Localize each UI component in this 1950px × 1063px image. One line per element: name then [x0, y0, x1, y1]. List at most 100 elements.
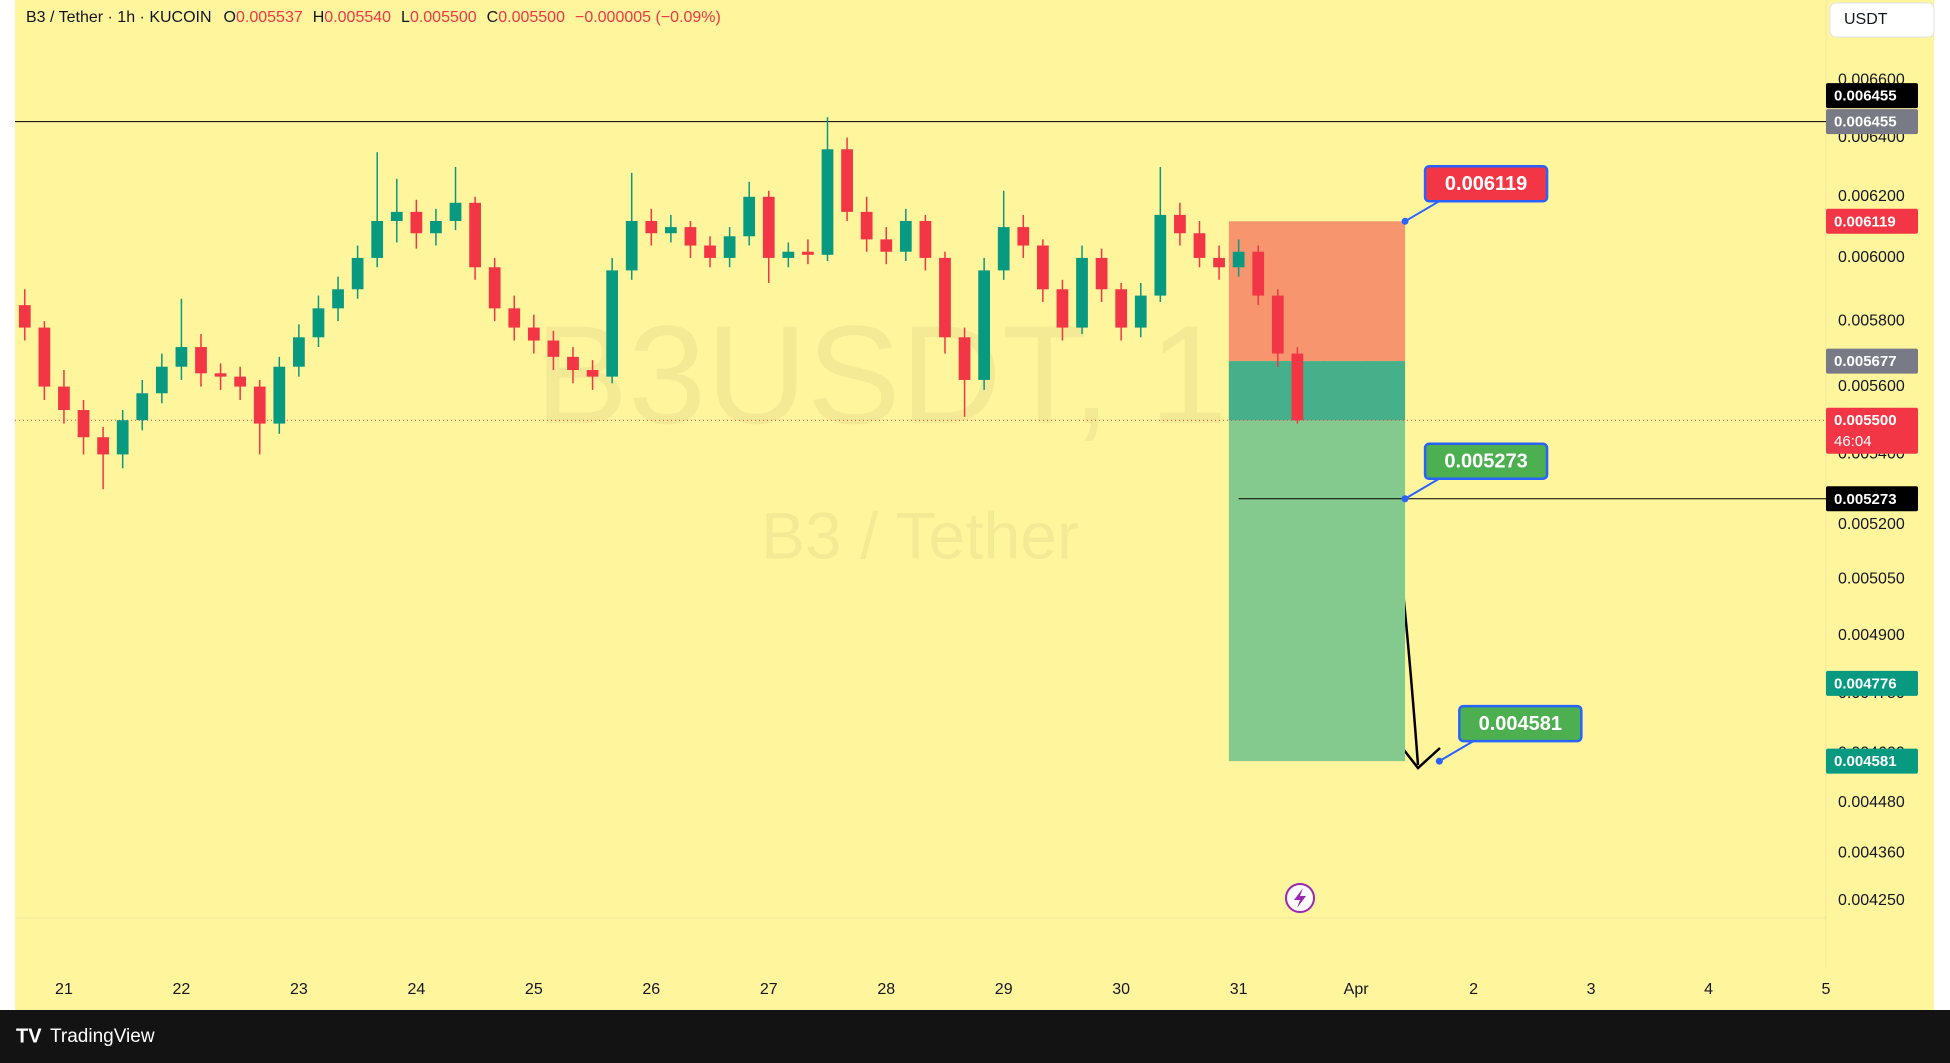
ohlc-key: O: [224, 9, 236, 26]
candle-body: [1036, 245, 1049, 290]
candle-body: [195, 347, 207, 374]
candle-body: [253, 386, 266, 424]
candle-body: [841, 149, 853, 212]
callout-box: [1423, 442, 1549, 481]
price-badge-label: 0.005273: [1834, 491, 1897, 508]
candle-body: [410, 211, 423, 234]
candle-body: [1174, 214, 1186, 234]
price-badge-label: 0.004581: [1834, 753, 1897, 770]
candle-body: [293, 337, 305, 367]
logo-mark: TV: [16, 1025, 42, 1047]
candle-body: [782, 251, 795, 258]
currency-button[interactable]: [1829, 2, 1935, 38]
candle-body: [939, 257, 951, 338]
candle-body: [880, 239, 893, 252]
candle-body: [234, 376, 247, 387]
candle-body: [371, 220, 384, 258]
watermark-symbol: B3USDT, 1h: [535, 296, 1305, 453]
callout-label: 0.006119: [1445, 173, 1527, 195]
price-badge-label: 0.005677: [1834, 353, 1897, 370]
y-tick-label: 0.004250: [1838, 892, 1905, 909]
candle-body: [332, 289, 344, 309]
active-zone: [1228, 361, 1406, 421]
ohlc-key: L: [401, 9, 410, 26]
candle-body: [1193, 233, 1206, 258]
callout-label: 0.004581: [1479, 713, 1562, 735]
price-badge: [1826, 348, 1918, 374]
candle-body: [567, 356, 579, 371]
price-badge-label: 0.006119: [1834, 213, 1896, 230]
candle-body: [802, 251, 814, 255]
x-tick-label: 4: [1704, 981, 1713, 998]
candle-body: [821, 149, 834, 255]
ohlc-key: H: [313, 9, 325, 26]
price-badge: [1826, 748, 1918, 774]
candle-body: [58, 386, 70, 411]
x-tick-label: 29: [995, 981, 1013, 998]
candle-body: [1154, 214, 1167, 296]
lightning: [1294, 888, 1306, 908]
y-tick-label: 0.005800: [1838, 312, 1905, 329]
price-badge-label: 0.006455: [1834, 114, 1897, 131]
candle-body: [1252, 251, 1265, 296]
footer-brand: TradingView: [50, 1026, 155, 1047]
candle-body: [1056, 289, 1069, 328]
callout-pointer: [1404, 200, 1440, 223]
ohlc-value: 0.005500: [410, 9, 477, 26]
price-badge-label: 0.004776: [1834, 675, 1897, 692]
chart-background: [15, 0, 1934, 1010]
callout-pointer: [1404, 477, 1440, 500]
candle-body: [997, 227, 1010, 271]
candle-body: [18, 305, 31, 328]
y-tick-label: 0.004480: [1838, 794, 1905, 811]
arrow-head: [1399, 744, 1441, 770]
footer: [0, 1010, 1950, 1063]
callout-anchor: [1435, 757, 1443, 765]
candle-body: [312, 308, 325, 338]
candle-body: [743, 196, 756, 237]
candle-body: [449, 202, 462, 221]
candle-body: [351, 257, 364, 290]
candle-body: [155, 366, 168, 394]
price-badge: [1826, 83, 1918, 109]
x-tick-label: Apr: [1344, 981, 1370, 998]
callout-pointer: [1438, 740, 1474, 762]
candle-body: [508, 308, 521, 328]
candle-body: [469, 202, 481, 268]
candle-body: [625, 220, 638, 271]
price-badge-label: 0.006455: [1834, 88, 1897, 105]
candle-body: [723, 236, 736, 258]
candle-body: [919, 220, 932, 258]
x-tick-label: 27: [760, 981, 778, 998]
candle-body: [38, 327, 51, 387]
candle-body: [1232, 251, 1245, 268]
candle-body: [1134, 295, 1147, 328]
candle-body: [1271, 295, 1284, 354]
watermark: B3USDT, 1h B3 / Tether: [535, 296, 1305, 572]
x-tick-label: 22: [173, 981, 191, 998]
candle-body: [606, 270, 619, 377]
y-tick-label: 0.005050: [1838, 571, 1905, 588]
candle-body: [586, 370, 599, 377]
candle-body: [1213, 257, 1225, 268]
price-badge-label: 0.005500: [1834, 412, 1897, 429]
candle-body: [77, 410, 90, 438]
header: B3 / Tether · 1h · KUCOIN: [26, 9, 212, 26]
x-tick-label: 21: [55, 981, 73, 998]
x-tick-label: 5: [1822, 981, 1831, 998]
candle-body: [1095, 257, 1108, 290]
ohlc-key: C: [487, 9, 499, 26]
price-badge: [1826, 208, 1918, 234]
x-tick-label: 23: [290, 981, 308, 998]
price-badge: [1826, 486, 1918, 512]
currency-button-label[interactable]: USDT: [1844, 11, 1888, 28]
candle-body: [1115, 289, 1128, 328]
candle-body: [684, 227, 697, 246]
x-tick-label: 25: [525, 981, 543, 998]
y-tick-label: 0.005200: [1838, 516, 1905, 533]
price-badge: [1826, 109, 1918, 135]
x-tick-label: 24: [407, 981, 425, 998]
candle-body: [860, 211, 873, 240]
y-tick-label: 0.004360: [1838, 845, 1905, 862]
x-tick-label: 28: [877, 981, 895, 998]
